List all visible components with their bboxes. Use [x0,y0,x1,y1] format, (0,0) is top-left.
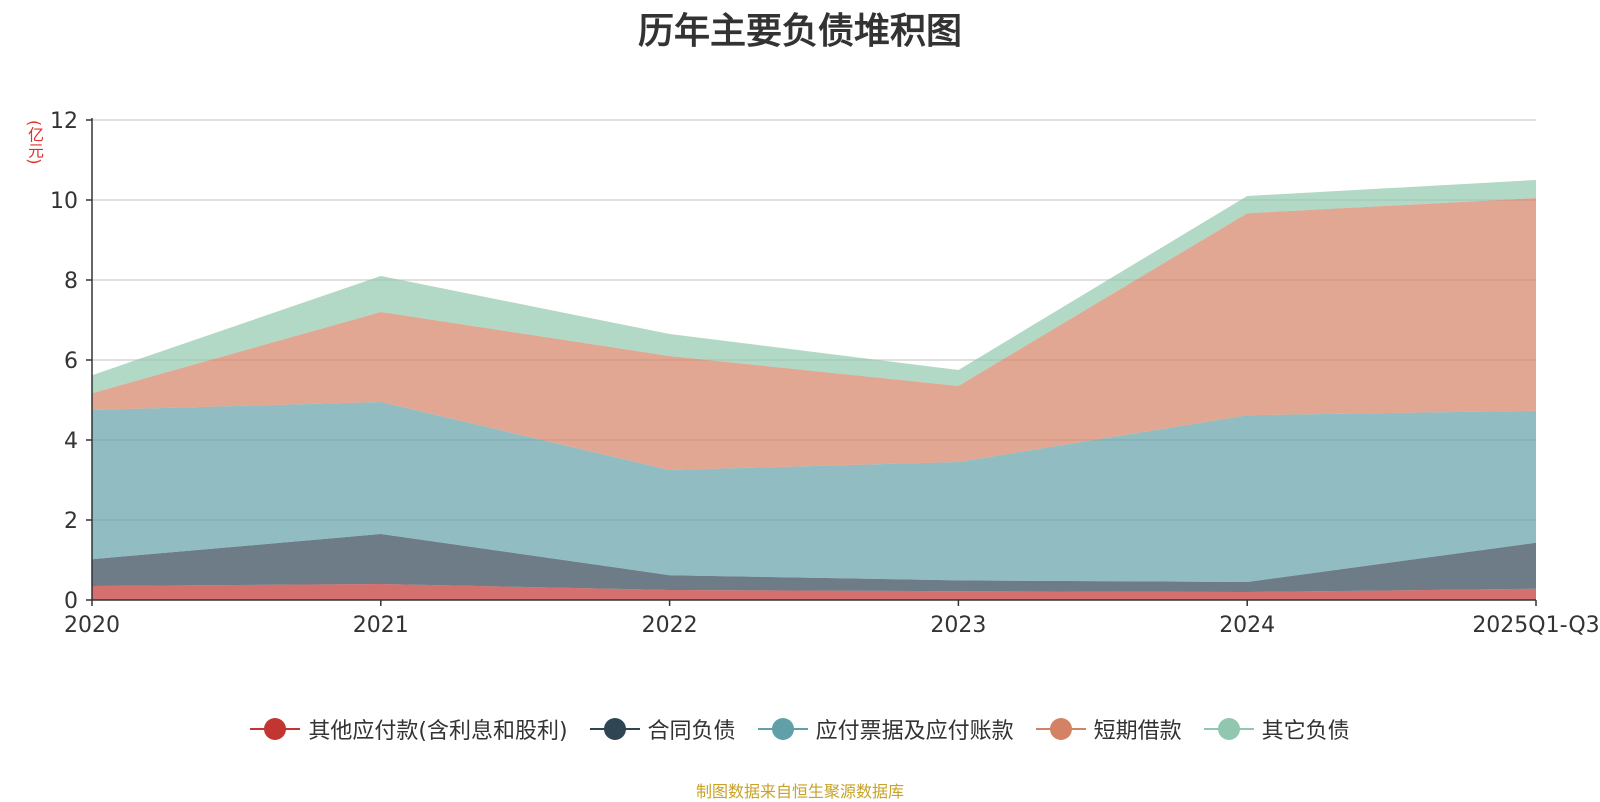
area-series-2 [92,534,1536,592]
legend-swatch [1035,717,1086,741]
x-tick-label: 2023 [930,613,986,638]
source-note: 制图数据来自恒生聚源数据库 [695,782,904,801]
y-tick-label: 8 [64,269,78,294]
x-tick-label: 2024 [1219,613,1275,638]
legend-label: 其它负债 [1261,719,1350,744]
x-ticks: 2020 2021 2022 2023 2024 2025Q1-Q3 [64,600,1600,638]
chart-title: 历年主要负债堆积图 [637,11,962,52]
y-tick-label: 12 [50,109,78,134]
legend-item-2[interactable]: 合同负债 [589,713,736,745]
legend-item-4[interactable]: 短期借款 [1035,713,1182,745]
y-tick-label: 10 [50,189,78,214]
area-series-1 [92,584,1536,600]
legend-swatch [250,717,301,741]
legend-swatch [1203,717,1254,741]
legend-swatch [757,717,808,741]
legend-label: 短期借款 [1093,719,1182,744]
legend-label: 应付票据及应付账款 [815,719,1014,744]
legend-swatch [589,717,640,741]
area-series-5 [92,180,1536,394]
area-series-3 [92,402,1536,582]
area-series [92,180,1536,600]
legend-label: 合同负债 [647,719,736,744]
legend-label: 其他应付款(含利息和股利) [308,719,568,744]
y-tick-label: 2 [64,509,78,534]
x-tick-label: 2022 [642,613,698,638]
x-tick-label: 2020 [64,613,120,638]
y-tick-label: 0 [64,589,78,614]
legend: 其他应付款(含利息和股利) 合同负债 应付票据及应付账款 短期借款 其它负债 [0,713,1600,745]
legend-item-1[interactable]: 其他应付款(含利息和股利) [250,713,568,745]
legend-item-3[interactable]: 应付票据及应付账款 [757,713,1014,745]
legend-item-5[interactable]: 其它负债 [1203,713,1350,745]
y-axis-unit-label: (亿元) [25,120,44,165]
x-tick-label: 2021 [353,613,409,638]
area-series-4 [92,198,1536,470]
y-tick-label: 4 [64,429,78,454]
y-tick-label: 6 [64,349,78,374]
x-tick-label: 2025Q1-Q3 [1472,613,1599,638]
y-ticks: 0 2 4 6 8 10 12 [50,109,92,614]
